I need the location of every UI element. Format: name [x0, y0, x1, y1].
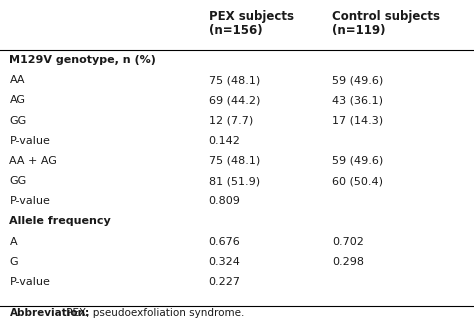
Text: (n=119): (n=119)	[332, 24, 385, 37]
Text: 0.142: 0.142	[209, 136, 240, 146]
Text: 75 (48.1): 75 (48.1)	[209, 156, 260, 166]
Text: Allele frequency: Allele frequency	[9, 216, 111, 227]
Text: 59 (49.6): 59 (49.6)	[332, 75, 383, 85]
Text: AA + AG: AA + AG	[9, 156, 57, 166]
Text: AA: AA	[9, 75, 25, 85]
Text: 69 (44.2): 69 (44.2)	[209, 96, 260, 105]
Text: A: A	[9, 237, 17, 246]
Text: GG: GG	[9, 176, 27, 186]
Text: AG: AG	[9, 96, 26, 105]
Text: 43 (36.1): 43 (36.1)	[332, 96, 383, 105]
Text: 12 (7.7): 12 (7.7)	[209, 116, 253, 126]
Text: 17 (14.3): 17 (14.3)	[332, 116, 383, 126]
Text: 0.298: 0.298	[332, 257, 364, 267]
Text: P-value: P-value	[9, 136, 50, 146]
Text: 0.676: 0.676	[209, 237, 240, 246]
Text: 60 (50.4): 60 (50.4)	[332, 176, 383, 186]
Text: 0.702: 0.702	[332, 237, 364, 246]
Text: 0.324: 0.324	[209, 257, 240, 267]
Text: P-value: P-value	[9, 277, 50, 287]
Text: Control subjects: Control subjects	[332, 10, 440, 23]
Text: 75 (48.1): 75 (48.1)	[209, 75, 260, 85]
Text: 0.227: 0.227	[209, 277, 241, 287]
Text: PEX subjects: PEX subjects	[209, 10, 293, 23]
Text: P-value: P-value	[9, 196, 50, 206]
Text: M129V genotype, n (%): M129V genotype, n (%)	[9, 55, 156, 65]
Text: PEX, pseudoexfoliation syndrome.: PEX, pseudoexfoliation syndrome.	[63, 308, 245, 318]
Text: GG: GG	[9, 116, 27, 126]
Text: G: G	[9, 257, 18, 267]
Text: 0.809: 0.809	[209, 196, 240, 206]
Text: 59 (49.6): 59 (49.6)	[332, 156, 383, 166]
Text: (n=156): (n=156)	[209, 24, 262, 37]
Text: 81 (51.9): 81 (51.9)	[209, 176, 260, 186]
Text: Abbreviation:: Abbreviation:	[9, 308, 90, 318]
